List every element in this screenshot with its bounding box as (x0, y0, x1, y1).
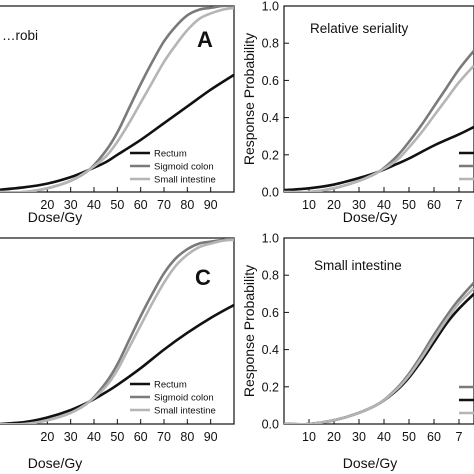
x-axis-label: Dose/Gy (343, 455, 397, 471)
x-tick-label: 30 (64, 430, 78, 444)
x-tick-label: 10 (302, 198, 316, 212)
x-tick-label: 30 (352, 198, 366, 212)
legend-label: Sigmoid colon (154, 162, 214, 173)
plot-frame (283, 237, 474, 425)
y-tick-label: 1.0 (262, 0, 279, 14)
series-line-rectum (0, 303, 234, 424)
x-tick-label: 30 (64, 198, 78, 212)
series-line-small-intestine (0, 238, 234, 424)
panel-letter: A (197, 27, 213, 52)
series-line-small-intestine (284, 287, 474, 424)
series-line-rectum (284, 125, 474, 192)
panel-a: 20 30 40 50 60 70 80 90 Dose/Gy …robi A Rectum Sigmo… (0, 5, 235, 225)
panel-d: 10 20 30 40 50 60 7 0.0 0.2 0.4 0.6 0.8 1.0 Dose/Gy Re… (241, 232, 474, 471)
legend-label: Sigmoid colon (154, 393, 214, 404)
x-tick-label: 50 (110, 430, 124, 444)
x-tick-label: 40 (377, 430, 391, 444)
x-tick-label: 7 (456, 430, 463, 444)
x-tick-label: 90 (204, 430, 218, 444)
x-tick-label: 20 (40, 430, 54, 444)
x-tick-label: 60 (134, 430, 148, 444)
legend-label: Small intestine (154, 175, 216, 186)
plot-frame (283, 5, 474, 193)
legend-label: Rectum (154, 149, 187, 160)
x-tick-label: 40 (87, 198, 101, 212)
x-axis-label: Dose/Gy (343, 209, 397, 225)
x-tick-label: 70 (157, 430, 171, 444)
plot-frame (0, 237, 235, 425)
y-axis-label: Response Probability (241, 33, 257, 165)
legend-label: Small intestine (154, 406, 216, 417)
y-tick-label: 0.4 (262, 111, 279, 125)
y-tick-label: 0.2 (262, 380, 279, 394)
y-tick-label: 0.0 (262, 186, 279, 200)
x-axis-label: Dose/Gy (28, 455, 82, 471)
x-tick-label: 70 (157, 198, 171, 212)
x-tick-label: 7 (456, 198, 463, 212)
panel-c: 20 30 40 50 60 70 80 90 Dose/Gy C Rectum Sigmoid co… (0, 237, 235, 471)
x-tick-label: 60 (427, 430, 441, 444)
x-tick-label: 40 (87, 430, 101, 444)
x-tick-label: 50 (402, 430, 416, 444)
x-tick-label: 90 (204, 198, 218, 212)
x-tick-label: 80 (180, 198, 194, 212)
x-tick-label: 40 (377, 198, 391, 212)
y-tick-label: 0.0 (262, 418, 279, 432)
x-tick-label: 50 (110, 198, 124, 212)
series-line-small-intestine (284, 64, 474, 192)
x-tick-label: 80 (180, 430, 194, 444)
panel-title: …robi (2, 28, 38, 43)
x-tick-label: 20 (327, 198, 341, 212)
y-axis-label: Response Probability (241, 265, 257, 397)
series-line-rectum (0, 73, 234, 192)
panel-b: 10 20 30 40 50 60 7 0.0 0.2 0.4 0.6 0.8 1.0 Dose/Gy Re… (241, 0, 474, 225)
plot-frame (0, 5, 235, 193)
x-tick-label: 30 (352, 430, 366, 444)
series-line-small-intestine (0, 6, 234, 192)
panel-title: Relative seriality (310, 21, 409, 36)
x-tick-label: 20 (327, 430, 341, 444)
x-tick-label: 50 (402, 198, 416, 212)
x-tick-label: 60 (134, 198, 148, 212)
y-tick-label: 0.8 (262, 269, 279, 283)
y-tick-label: 0.6 (262, 74, 279, 88)
y-tick-label: 1.0 (262, 232, 279, 246)
panel-title: Small intestine (314, 258, 402, 273)
x-tick-label: 10 (302, 430, 316, 444)
y-tick-label: 0.2 (262, 148, 279, 162)
panel-letter: C (195, 265, 211, 290)
y-tick-label: 0.4 (262, 343, 279, 357)
y-tick-label: 0.8 (262, 37, 279, 51)
legend-label: Rectum (154, 380, 187, 391)
y-tick-label: 0.6 (262, 306, 279, 320)
x-tick-label: 20 (40, 198, 54, 212)
x-axis-label: Dose/Gy (28, 209, 82, 225)
x-tick-label: 60 (427, 198, 441, 212)
